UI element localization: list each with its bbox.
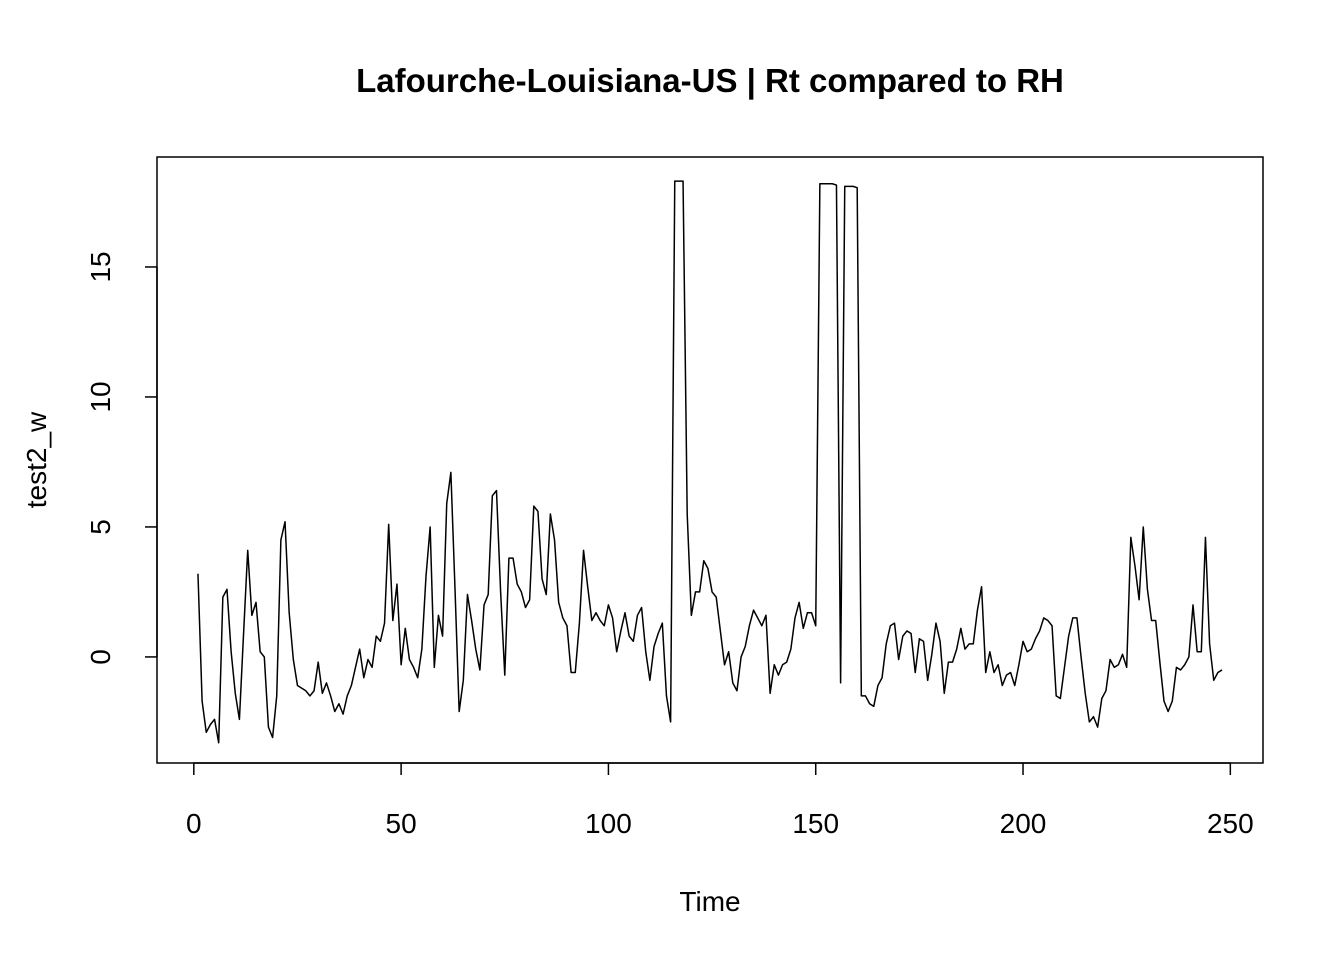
x-tick-label: 150 bbox=[792, 808, 839, 839]
x-tick-label: 0 bbox=[186, 808, 202, 839]
y-tick-label: 5 bbox=[85, 519, 116, 535]
x-tick-label: 200 bbox=[1000, 808, 1047, 839]
x-tick-label: 250 bbox=[1207, 808, 1254, 839]
x-axis-label: Time bbox=[679, 886, 740, 917]
chart-title: Lafourche-Louisiana-US | Rt compared to … bbox=[356, 62, 1064, 99]
x-tick-label: 100 bbox=[585, 808, 632, 839]
y-axis-label: test2_w bbox=[21, 411, 52, 508]
y-tick-label: 15 bbox=[85, 251, 116, 282]
x-tick-label: 50 bbox=[386, 808, 417, 839]
y-tick-label: 0 bbox=[85, 649, 116, 665]
data-line bbox=[197, 180, 1223, 744]
y-tick-label: 10 bbox=[85, 381, 116, 412]
